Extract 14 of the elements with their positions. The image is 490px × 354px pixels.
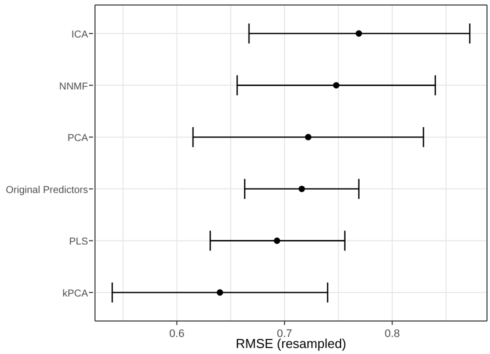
y-tick-label: ICA [71, 29, 88, 40]
y-tick-label: PCA [67, 133, 88, 144]
point [333, 82, 340, 88]
y-tick-label: NNMF [59, 81, 88, 92]
y-tick-label: PLS [69, 236, 88, 248]
point [356, 30, 362, 37]
y-tick-label: kPCA [62, 288, 88, 300]
x-tick-label: 0.6 [169, 328, 184, 340]
point [298, 186, 305, 192]
x-tick-label: 0.8 [384, 328, 400, 340]
point [216, 289, 224, 296]
point [274, 238, 280, 244]
y-tick-label: Original Predictors [6, 184, 88, 196]
point [305, 134, 312, 140]
